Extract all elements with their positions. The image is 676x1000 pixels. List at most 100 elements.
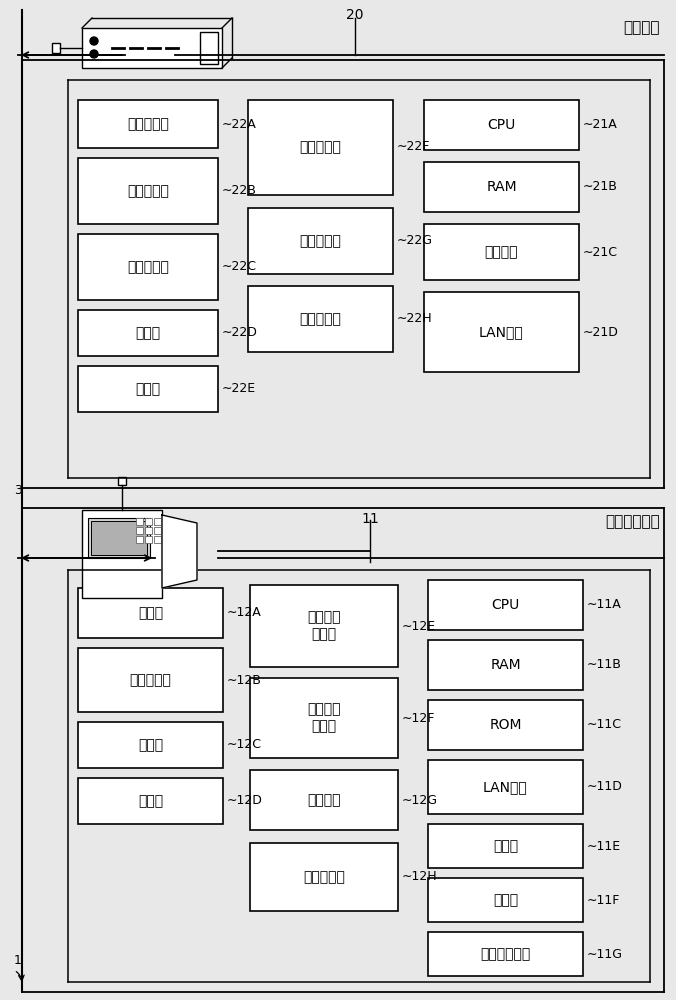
Bar [136, 527, 143, 534]
Bar [82, 510, 162, 598]
Text: 发送部: 发送部 [135, 382, 161, 396]
Bar [250, 770, 398, 830]
Text: ∼22D: ∼22D [222, 326, 258, 340]
Bar [248, 100, 393, 195]
Bar [428, 824, 583, 868]
Text: 发送部: 发送部 [138, 738, 163, 752]
Text: 输入键: 输入键 [493, 893, 518, 907]
Text: ∼21B: ∼21B [583, 180, 618, 194]
Text: ∼22H: ∼22H [397, 312, 433, 326]
Bar [428, 878, 583, 922]
Bar [154, 518, 161, 525]
Bar [78, 366, 218, 412]
Bar [428, 580, 583, 630]
Circle shape [90, 50, 98, 58]
Text: 存储装置: 存储装置 [485, 245, 518, 259]
Text: ∼11E: ∼11E [587, 840, 621, 852]
Text: ∼22A: ∼22A [222, 117, 257, 130]
Text: RAM: RAM [490, 658, 521, 672]
Bar [78, 310, 218, 356]
Text: 通信部: 通信部 [138, 606, 163, 620]
Text: ∼11C: ∼11C [587, 718, 622, 732]
Text: 灯控制部: 灯控制部 [308, 793, 341, 807]
Text: 管理装置: 管理装置 [623, 20, 660, 35]
Bar [145, 536, 152, 543]
Bar [200, 32, 218, 64]
Text: ∼22C: ∼22C [222, 260, 257, 273]
Bar [82, 28, 222, 68]
Bar [91, 521, 147, 555]
Text: CPU: CPU [491, 598, 520, 612]
Text: ∼21A: ∼21A [583, 118, 618, 131]
Text: 第二通信部: 第二通信部 [299, 312, 341, 326]
Text: ∼12A: ∼12A [227, 606, 262, 619]
Text: CPU: CPU [487, 118, 516, 132]
Bar [78, 100, 218, 148]
Bar [250, 843, 398, 911]
Bar [154, 536, 161, 543]
Bar [424, 162, 579, 212]
Text: ∼11A: ∼11A [587, 598, 622, 611]
Text: 第一通信部: 第一通信部 [127, 117, 169, 131]
Bar [88, 518, 150, 558]
Text: 3: 3 [14, 484, 22, 496]
Text: ∼12F: ∼12F [402, 712, 435, 724]
Text: 接收部: 接收部 [138, 794, 163, 808]
Text: 图像转换部: 图像转换部 [299, 234, 341, 248]
Circle shape [90, 37, 98, 45]
Bar [78, 588, 223, 638]
Bar [424, 224, 579, 280]
Text: ∼22B: ∼22B [222, 184, 257, 198]
Bar [78, 778, 223, 824]
Text: 信息储存部: 信息储存部 [127, 260, 169, 274]
Text: 分析部: 分析部 [135, 326, 161, 340]
Text: 保养信息
输入部: 保养信息 输入部 [308, 702, 341, 734]
Bar [248, 286, 393, 352]
Bar [428, 700, 583, 750]
Bar [136, 536, 143, 543]
Bar [78, 234, 218, 300]
Bar [52, 43, 60, 53]
Text: 信息取得部: 信息取得部 [127, 184, 169, 198]
Bar [424, 100, 579, 150]
Text: 1: 1 [14, 954, 22, 966]
Bar [248, 208, 393, 274]
Text: ROM: ROM [489, 718, 522, 732]
Text: 动作控制部: 动作控制部 [303, 870, 345, 884]
Bar [250, 585, 398, 667]
Text: ∼11D: ∼11D [587, 780, 623, 794]
Polygon shape [162, 515, 197, 588]
Text: RAM: RAM [486, 180, 517, 194]
Text: LAN接口: LAN接口 [479, 325, 524, 339]
Bar [78, 158, 218, 224]
Bar [250, 678, 398, 758]
Text: 11: 11 [361, 512, 379, 526]
Text: ∼12G: ∼12G [402, 794, 438, 806]
Bar [78, 722, 223, 768]
Text: ∼12B: ∼12B [227, 674, 262, 686]
Text: ∼12D: ∼12D [227, 794, 263, 808]
Bar [428, 640, 583, 690]
Bar [136, 518, 143, 525]
Text: ∼21D: ∼21D [583, 326, 619, 338]
Text: 显示器: 显示器 [493, 839, 518, 853]
Bar [118, 477, 126, 485]
Text: 输入输出端口: 输入输出端口 [481, 947, 531, 961]
Text: 机体控制装置: 机体控制装置 [605, 514, 660, 530]
Text: ∼11F: ∼11F [587, 894, 621, 906]
Text: ∼12C: ∼12C [227, 738, 262, 752]
Text: ∼11B: ∼11B [587, 658, 622, 672]
Text: LAN接口: LAN接口 [483, 780, 528, 794]
Text: 消息输入部: 消息输入部 [299, 140, 341, 154]
Bar [154, 527, 161, 534]
Text: 信息存储部: 信息存储部 [130, 673, 172, 687]
Text: ∼22G: ∼22G [397, 234, 433, 247]
Text: ∼11G: ∼11G [587, 948, 623, 960]
Bar [424, 292, 579, 372]
Bar [78, 648, 223, 712]
Bar [145, 518, 152, 525]
Bar [428, 932, 583, 976]
Text: 20: 20 [346, 8, 364, 22]
Text: ∼22F: ∼22F [397, 140, 431, 153]
Bar [145, 527, 152, 534]
